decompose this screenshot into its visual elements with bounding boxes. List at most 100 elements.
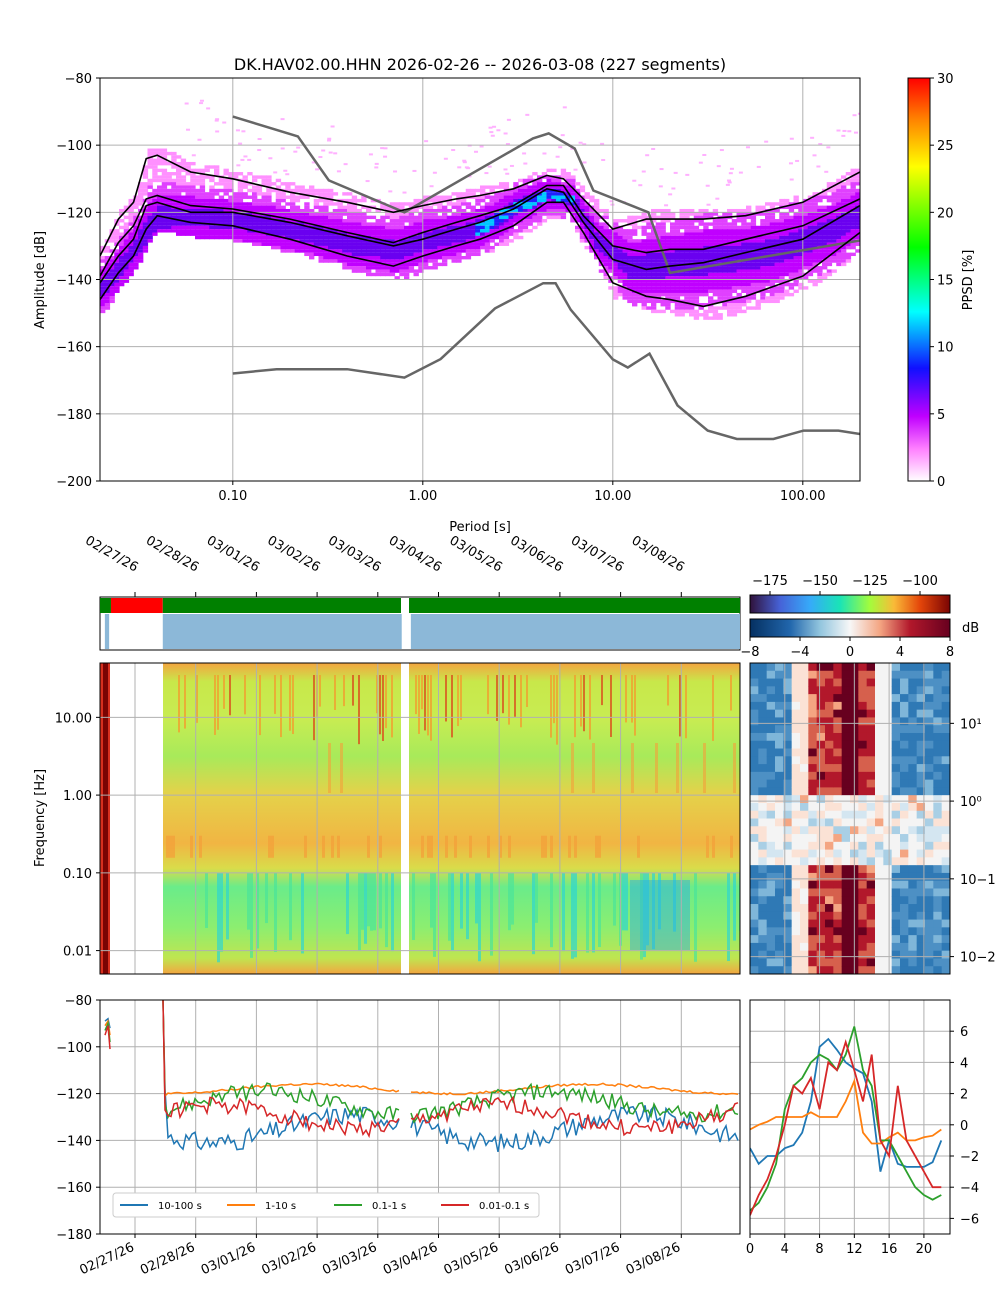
ppsd-density-cell [760, 219, 766, 223]
ppsd-density-cell [712, 272, 719, 277]
ppsd-density-cell [161, 161, 168, 166]
spectrogram-lf-stripe [562, 872, 565, 952]
ppsd-density-cell [556, 208, 562, 213]
spectrogram-hf-stripe [526, 675, 528, 707]
ppsd-density-cell [546, 192, 552, 196]
spectrogram-microseism-patch [166, 835, 169, 858]
spectrogram-lf-stripe [430, 872, 433, 928]
diurnal-heatmap-cell [916, 849, 926, 858]
ppsd-density-cell [484, 219, 491, 223]
spectrogram-microseism-patch [427, 835, 430, 858]
ppsd-density-cell [185, 182, 191, 186]
ppsd-density-cell [556, 215, 562, 220]
ppsd-density-cell [427, 219, 434, 223]
ppsd-density-cell [138, 202, 144, 206]
ppsd-density-cell [351, 195, 358, 199]
ppsd-density-cell [622, 272, 628, 277]
ppsd-density-cell [351, 242, 358, 246]
diurnal-heatmap-cell [825, 919, 834, 928]
ppsd-density-cell [323, 242, 329, 246]
ppsd-density-cell [323, 235, 329, 240]
ppsd-density-cell [684, 208, 690, 213]
ppsd-density-cell [532, 202, 538, 206]
ppsd-density-cell [765, 269, 771, 273]
diurnal-heatmap-cell [858, 888, 868, 897]
ppsd-density-cell [437, 235, 443, 240]
ppsd-density-cell [684, 239, 690, 243]
spectrogram-microseism-patch [454, 835, 457, 858]
ppsd-density-cell [755, 269, 761, 273]
diurnal-heatmap-cell [758, 919, 768, 928]
ppsd-density-cell [442, 259, 448, 263]
ppsd-density-cell [228, 225, 234, 230]
diurnal-band-x-tick-label: 0 [746, 1242, 754, 1257]
ppsd-density-cell [741, 276, 747, 280]
ppsd-density-cell [831, 269, 837, 273]
ppsd-density-cell [703, 249, 709, 253]
ppsd-density-cell [812, 192, 818, 196]
ppsd-density-cell [717, 272, 723, 277]
spectrogram-hf-stripe [289, 675, 291, 731]
ppsd-density-cell [142, 208, 149, 213]
diurnal-heatmap-cell [908, 709, 918, 718]
ppsd-density-cell [617, 229, 624, 233]
ppsd-density-cell [313, 242, 320, 246]
ppsd-density-cell [850, 168, 856, 173]
ppsd-density-cell [299, 215, 305, 220]
ppsd-density-cell [746, 266, 752, 270]
ppsd-density-cell [299, 239, 305, 243]
ppsd-density-cell [788, 269, 795, 273]
ppsd-density-cell [807, 259, 814, 263]
diurnal-heatmap-cell [791, 919, 801, 928]
ppsd-density-cell [703, 252, 709, 257]
ppsd-density-cell [475, 242, 481, 246]
ppsd-density-cell [413, 202, 419, 206]
spectrogram-microseism-patch [421, 835, 424, 858]
ppsd-density-cell [399, 219, 405, 223]
ppsd-density-cell [551, 215, 557, 220]
diurnal-heatmap-cell [933, 950, 943, 959]
ppsd-density-cell [665, 289, 671, 293]
ppsd-density-cell [166, 202, 172, 206]
ppsd-density-cell [765, 215, 771, 220]
ppsd-density-cell [195, 215, 201, 220]
ppsd-outlier-cell [457, 166, 462, 169]
ppsd-density-cell [133, 198, 139, 203]
ppsd-outlier-cell [280, 118, 285, 121]
spectrogram-hf-stripe [334, 675, 336, 710]
ppsd-density-cell [546, 182, 552, 186]
ppsd-density-cell [598, 239, 605, 243]
ppsd-outlier-cell [432, 171, 437, 174]
ppsd-density-cell [109, 272, 115, 277]
ppsd-density-cell [280, 208, 286, 213]
ppsd-density-cell [741, 266, 747, 270]
ppsd-density-cell [746, 229, 752, 233]
ppsd-density-cell [271, 182, 277, 186]
ppsd-density-cell [356, 208, 362, 213]
ppsd-density-cell [807, 195, 814, 199]
ppsd-density-cell [836, 195, 842, 199]
ppsd-density-cell [655, 272, 662, 277]
diurnal-heatmap-cell [808, 919, 818, 928]
ppsd-density-cell [323, 219, 329, 223]
ppsd-density-cell [784, 215, 790, 220]
spectrogram-lf-stripe [532, 872, 535, 955]
ppsd-density-cell [209, 219, 215, 223]
ppsd-density-cell [760, 272, 766, 277]
ppsd-density-cell [347, 208, 353, 213]
ppsd-density-cell [166, 229, 172, 233]
ppsd-density-cell [741, 303, 747, 307]
ppsd-density-cell [679, 272, 685, 277]
ppsd-density-cell [546, 205, 552, 210]
diurnal-heatmap-cell [766, 670, 776, 679]
ppsd-density-cell [508, 192, 514, 196]
ppsd-density-cell [375, 229, 381, 233]
diurnal-heatmap-cell [808, 880, 818, 889]
ppsd-density-cell [375, 242, 381, 246]
ppsd-density-cell [446, 249, 453, 253]
diurnal-heatmap-cell [925, 810, 934, 819]
ppsd-outlier-cell [443, 157, 448, 160]
diurnal-heatmap-cell [800, 701, 809, 711]
diurnal-heatmap-cell [941, 779, 951, 788]
